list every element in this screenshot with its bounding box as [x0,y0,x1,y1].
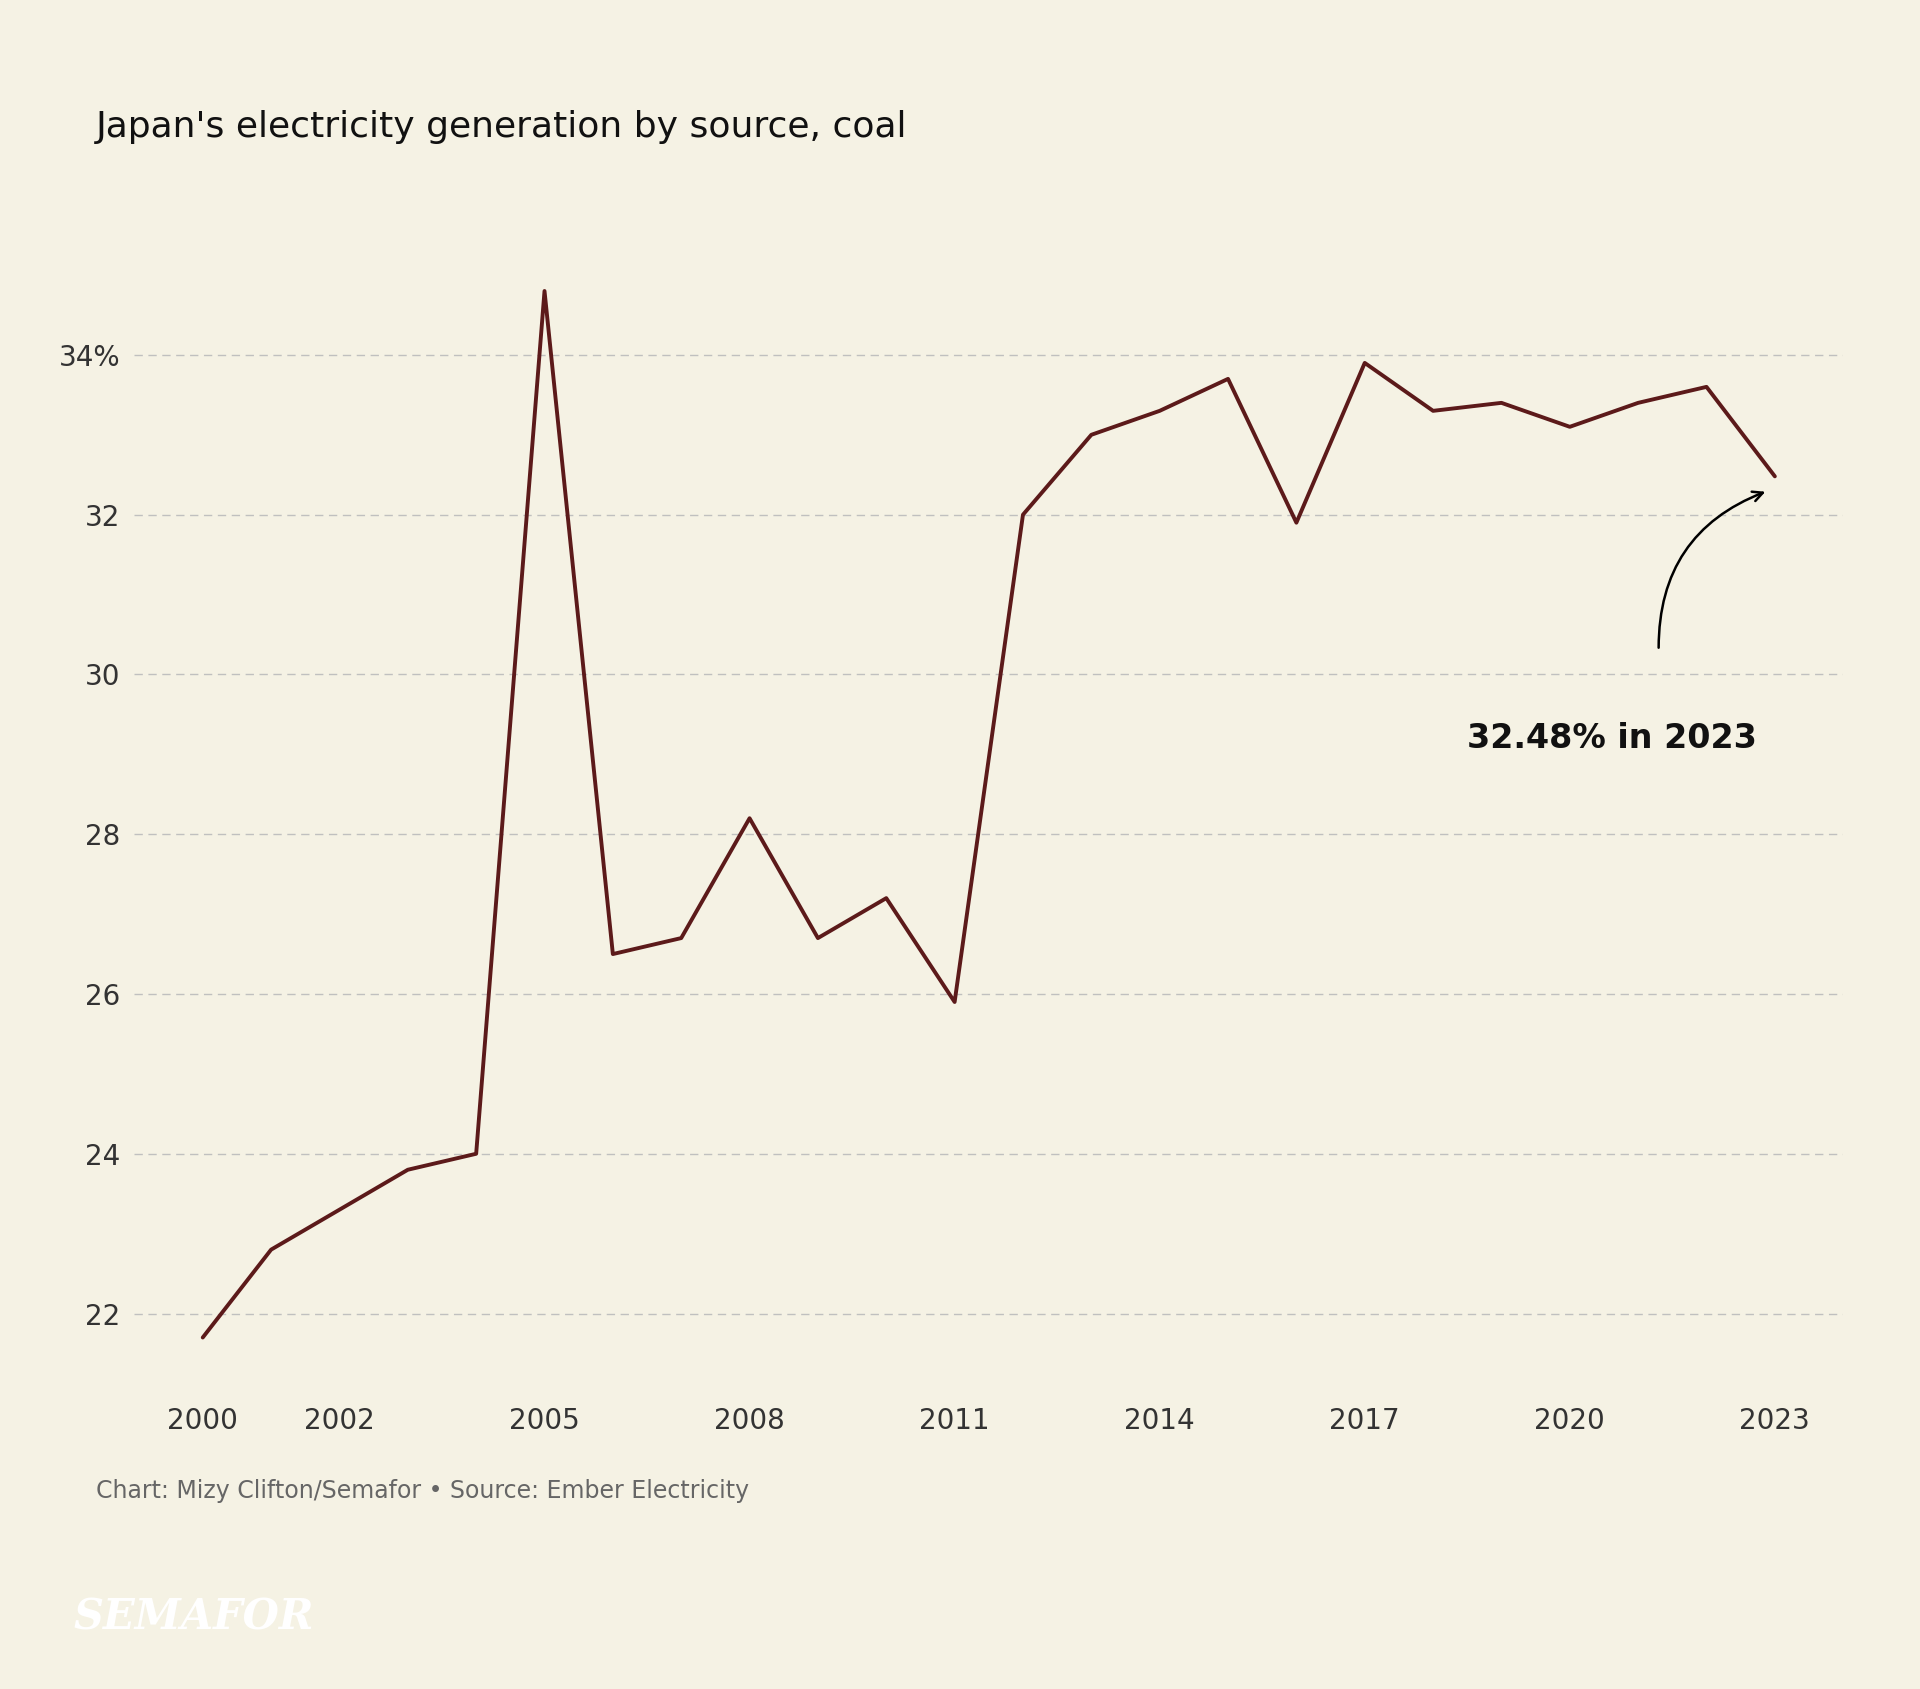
Text: SEMAFOR: SEMAFOR [73,1596,313,1638]
Text: 32.48% in 2023: 32.48% in 2023 [1467,721,1757,755]
Text: Japan's electricity generation by source, coal: Japan's electricity generation by source… [96,110,908,144]
Text: Chart: Mizy Clifton/Semafor • Source: Ember Electricity: Chart: Mizy Clifton/Semafor • Source: Em… [96,1480,749,1503]
